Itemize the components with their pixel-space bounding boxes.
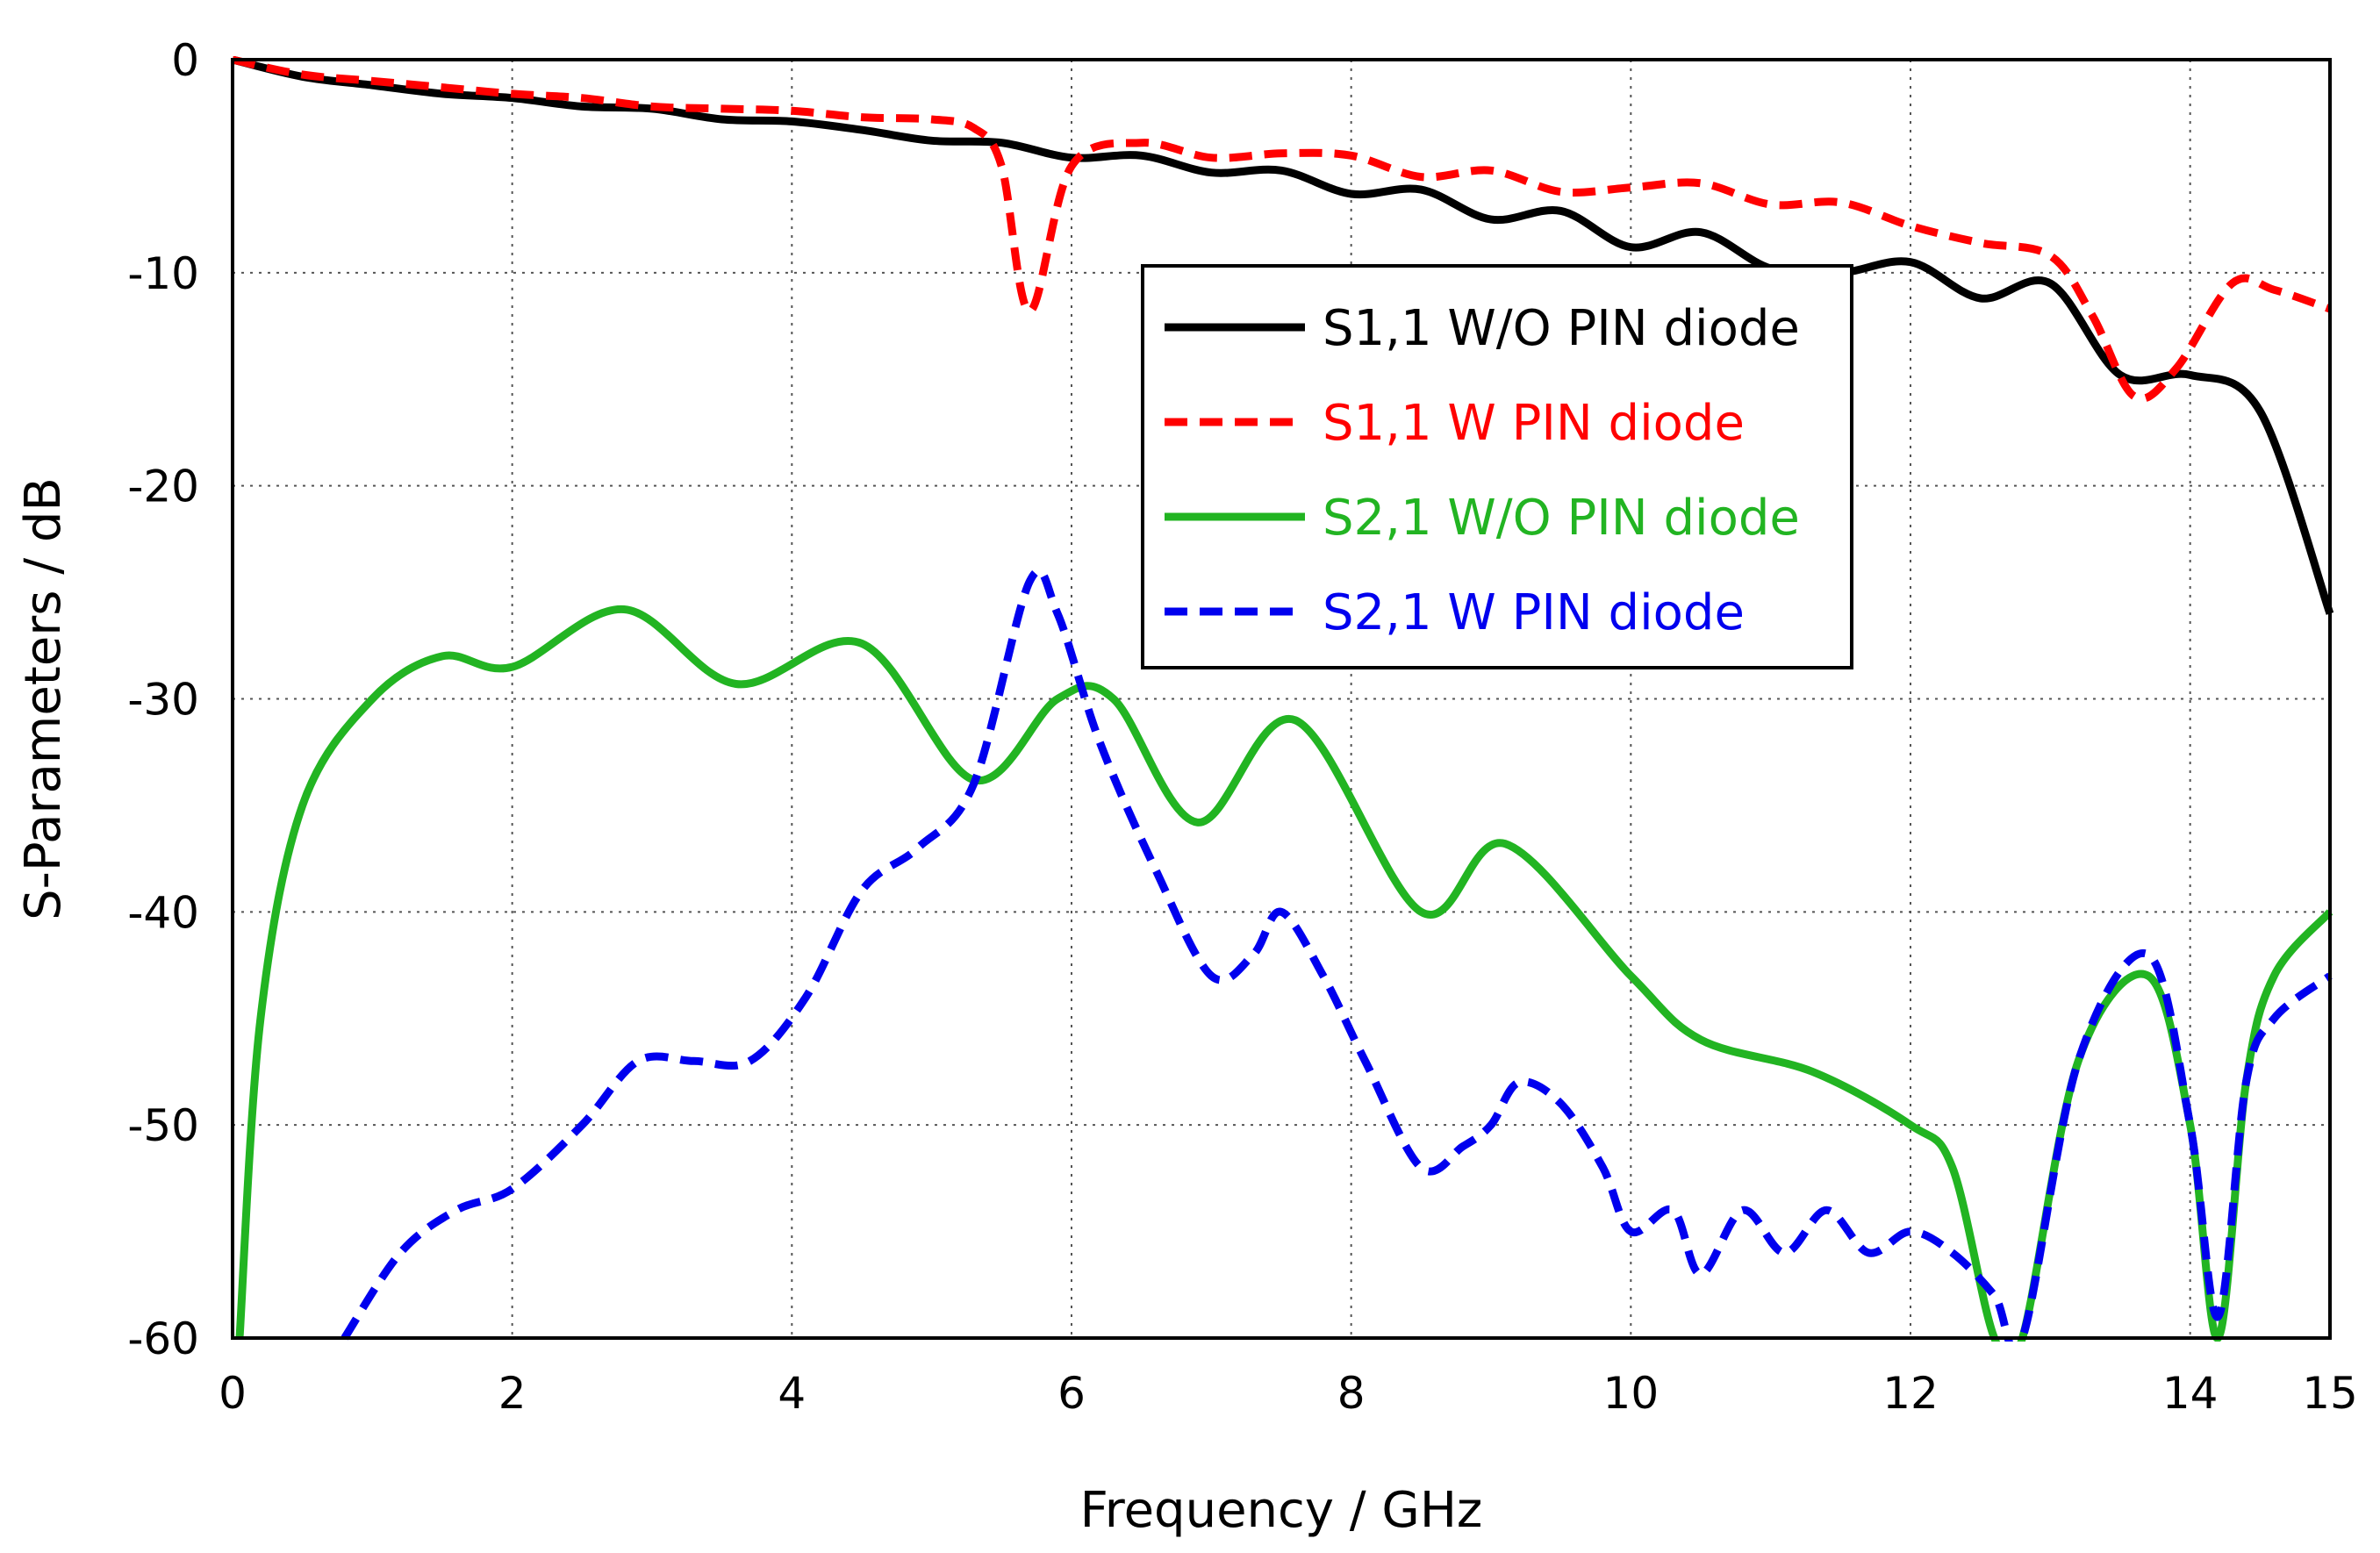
tick-labels: 0 2 4 6 8 10 12 14 15 0 -10 -20 -30 -40 -50 -60 xyxy=(127,35,2357,1419)
legend-box xyxy=(1141,264,1853,669)
legend: S1,1 W/O PIN diode S1,1 W PIN diode S2,1 W… xyxy=(1141,264,1853,669)
x-tick-label: 4 xyxy=(778,1368,806,1419)
series-line-s11-with-pin xyxy=(233,56,2332,403)
plot-frame xyxy=(231,58,2332,1340)
legend-label-s11-with-pin: S1,1 W PIN diode xyxy=(1323,395,1745,452)
series-group xyxy=(233,56,2333,1342)
legend-label-s21-with-pin: S2,1 W PIN diode xyxy=(1323,584,1745,641)
legend-label-s21-without-pin: S2,1 W/O PIN diode xyxy=(1323,490,1800,547)
x-tick-label: 10 xyxy=(1603,1368,1660,1419)
y-tick-label: -60 xyxy=(127,1313,199,1364)
y-tick-label: 0 xyxy=(171,35,199,86)
series-line-s11-without-pin xyxy=(233,56,2333,615)
y-axis-label: S-Parameters / dB xyxy=(15,477,72,920)
x-tick-label: 6 xyxy=(1057,1368,1086,1419)
x-tick-label: 12 xyxy=(1882,1368,1939,1419)
x-tick-label: 8 xyxy=(1337,1368,1366,1419)
series-line-s21-with-pin xyxy=(341,567,2333,1342)
legend-label-s11-without-pin: S1,1 W/O PIN diode xyxy=(1323,300,1800,357)
x-tick-label: 2 xyxy=(498,1368,527,1419)
y-tick-label: -30 xyxy=(127,675,199,726)
y-tick-label: -50 xyxy=(127,1100,199,1151)
x-tick-label: 15 xyxy=(2302,1368,2358,1419)
x-tick-label: 0 xyxy=(219,1368,247,1419)
y-tick-label: -20 xyxy=(127,462,199,512)
x-axis-label: Frequency / GHz xyxy=(1080,1482,1483,1539)
series-line-s21-without-pin xyxy=(235,605,2333,1342)
x-tick-label: 14 xyxy=(2162,1368,2219,1419)
y-tick-label: -10 xyxy=(127,248,199,299)
y-tick-label: -40 xyxy=(127,887,199,938)
